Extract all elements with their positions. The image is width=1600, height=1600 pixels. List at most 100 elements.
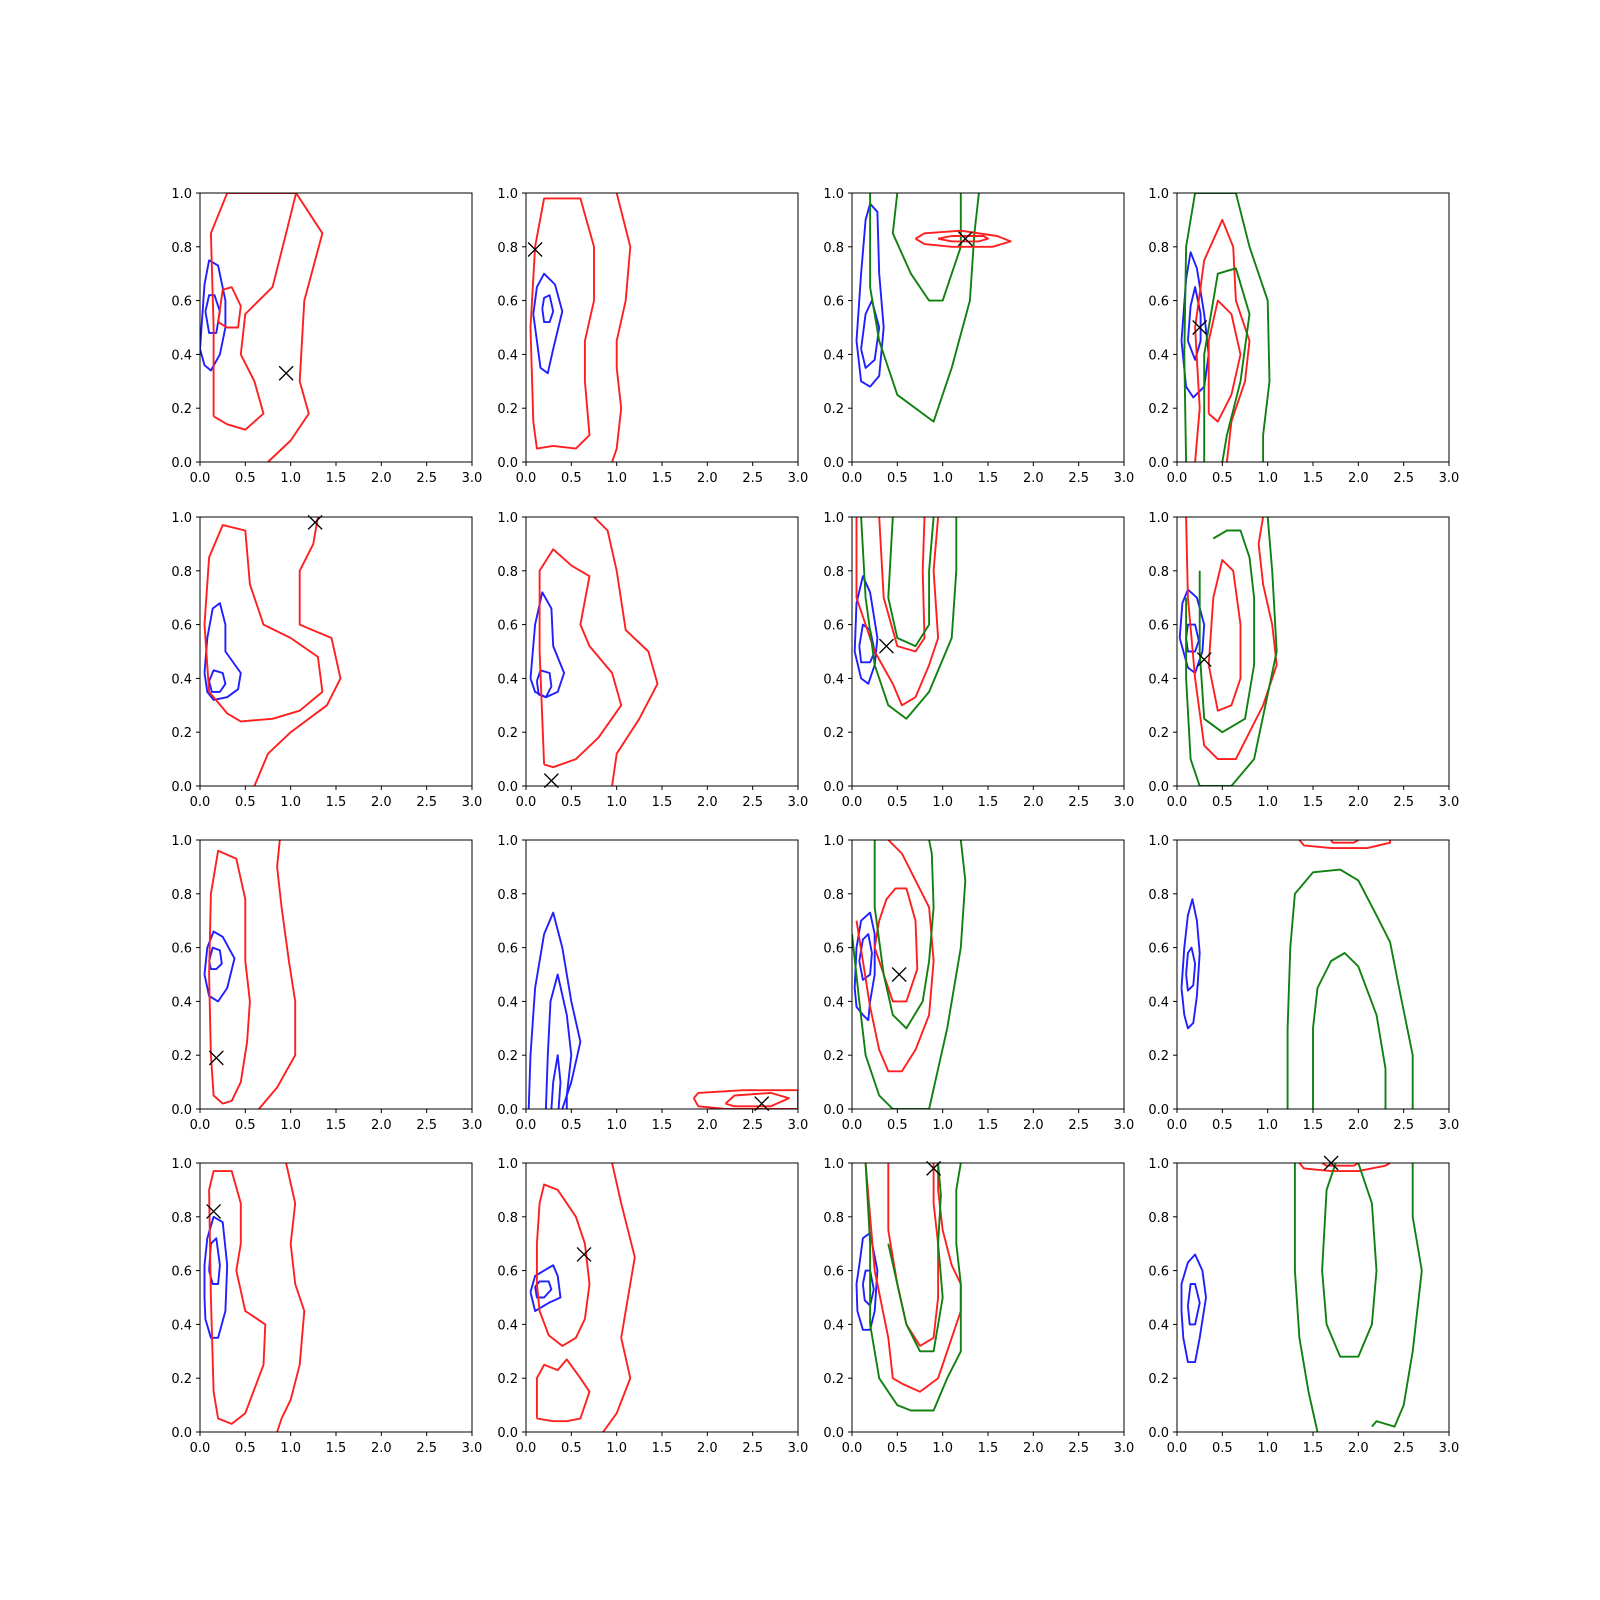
plot-area [855,1163,962,1412]
y-tick-label: 0.0 [823,780,844,795]
y-tick-label: 0.0 [171,1103,192,1118]
x-tick-label: 2.0 [1348,1441,1369,1456]
axes-frame [851,516,1125,787]
y-tick-label: 1.0 [823,834,844,849]
y-tick-label: 0.8 [1148,565,1169,580]
red-contour-line [873,887,919,1003]
blue-contour-line [529,591,566,699]
y-tick-label: 1.0 [497,511,518,526]
green-contour-line [1183,193,1271,462]
x-marker [878,638,894,654]
x-tick-label: 2.0 [697,471,718,486]
red-contour-line [864,1163,962,1393]
x-tick-label: 1.0 [280,1118,301,1133]
x-tick-label: 1.0 [606,1441,627,1456]
red-contour-line [208,849,251,1105]
blue-contour-line [200,259,227,372]
x-marker [754,1096,770,1112]
x-tick-label: 0.5 [235,471,256,486]
red-contour-line [203,524,324,723]
y-tick-label: 1.0 [497,834,518,849]
plot-area [527,911,798,1109]
panel-3-1: 0.0 0.5 1.0 1.5 2.0 2.5 3.0 0.0 0.2 0.4 0.6 0.8 1.0 [171,834,482,1133]
y-tick-label: 0.2 [1148,726,1169,741]
x-tick-label: 2.5 [1068,795,1089,810]
red-contour-line [602,1163,636,1432]
y-tick-label: 1.0 [171,834,192,849]
axes-frame [1176,516,1450,787]
x-tick-label: 1.5 [652,1441,673,1456]
x-tick-label: 1.0 [280,1441,301,1456]
x-tick-label: 1.5 [652,795,673,810]
y-tick-label: 0.4 [823,995,844,1010]
y-tick-label: 0.4 [171,672,192,687]
x-tick-label: 3.0 [1439,795,1460,810]
y-tick-label: 0.6 [1148,619,1169,634]
y-tick-label: 0.6 [823,1265,844,1280]
y-tick-label: 1.0 [1148,1157,1169,1172]
axes-frame [525,516,799,787]
y-tick-label: 0.2 [497,1049,518,1064]
x-tick-label: 0.5 [561,795,582,810]
panel-grid: 0.0 0.5 1.0 1.5 2.0 2.5 3.00.00.20.40.60.81.00… [171,187,1459,1456]
blue-contour-line [527,911,582,1109]
x-tick-label: 2.0 [1023,471,1044,486]
x-tick-label: 0.5 [1212,1441,1233,1456]
x-tick-label: 0.5 [1212,795,1233,810]
x-tick-label: 0.0 [190,1118,211,1133]
y-tick-label: 1.0 [823,187,844,202]
y-tick-label: 0.0 [1148,780,1169,795]
panel-3-2: 0.0 0.5 1.0 1.5 2.0 2.5 3.0 0.0 0.2 0.4 0.6 0.8 1.0 [497,834,808,1133]
x-tick-label: 0.0 [1167,795,1188,810]
x-tick-label: 2.5 [742,795,763,810]
x-tick-label: 2.0 [697,1118,718,1133]
panel-2-1: 0.0 0.5 1.0 1.5 2.0 2.5 3.0 0.0 0.2 0.4 0.6 0.8 1.0 [171,511,482,810]
blue-contour-line [1178,588,1206,674]
panel-2-4: 0.0 0.5 1.0 1.5 2.0 2.5 3.0 0.0 0.2 0.4 0.6 0.8 1.0 [1148,511,1459,810]
y-tick-label: 0.0 [1148,1426,1169,1441]
green-contour-line [864,1163,962,1412]
x-marker [576,1247,592,1262]
blue-contour-line [860,299,881,369]
x-tick-label: 1.5 [326,1441,347,1456]
x-tick-label: 0.5 [561,1441,582,1456]
y-tick-label: 1.0 [171,1157,192,1172]
y-tick-label: 0.0 [497,456,518,471]
green-contour-line [1198,529,1256,734]
red-contour-line [1298,840,1392,850]
x-tick-label: 2.5 [1068,471,1089,486]
red-contour-line [611,193,632,462]
x-tick-label: 2.5 [1393,795,1414,810]
plot-area [1178,517,1278,786]
red-contour-line [276,1163,306,1432]
x-tick-label: 1.0 [1257,795,1278,810]
green-contour-line [869,193,980,423]
panel-2-2: 0.0 0.5 1.0 1.5 2.0 2.5 3.0 0.0 0.2 0.4 0.6 0.8 1.0 [497,511,808,810]
x-tick-label: 2.0 [1348,1118,1369,1133]
x-tick-label: 1.0 [932,795,953,810]
y-tick-label: 1.0 [497,1157,518,1172]
plot-area [529,1163,636,1432]
y-tick-label: 0.0 [823,456,844,471]
x-tick-label: 2.0 [697,1441,718,1456]
panel-3-3: 0.0 0.5 1.0 1.5 2.0 2.5 3.0 0.0 0.2 0.4 0.6 0.8 1.0 [823,834,1134,1133]
x-tick-label: 0.0 [1167,1118,1188,1133]
panel-1-1: 0.0 0.5 1.0 1.5 2.0 2.5 3.0 0.0 0.2 0.4 0.6 0.8 1.0 [171,187,482,486]
panel-4-4: 0.0 0.5 1.0 1.5 2.0 2.5 3.0 0.0 0.2 0.4 0.6 0.8 1.0 [1148,1155,1460,1456]
y-tick-label: 0.6 [823,942,844,957]
red-contour-line [1207,299,1242,423]
x-tick-label: 3.0 [1114,1118,1135,1133]
plot-area [529,193,632,462]
red-contour-line [878,517,926,653]
x-tick-label: 1.0 [606,1118,627,1133]
x-tick-label: 3.0 [462,1118,483,1133]
red-contour-line [724,1091,790,1108]
x-tick-label: 1.5 [1303,471,1324,486]
blue-contour-line [861,1269,875,1307]
x-tick-label: 3.0 [788,795,809,810]
x-tick-label: 0.5 [1212,1118,1233,1133]
panel-4-3: 0.0 0.5 1.0 1.5 2.0 2.5 3.0 0.0 0.2 0.4 0.6 0.8 1.0 [823,1157,1134,1456]
y-tick-label: 0.0 [823,1426,844,1441]
x-tick-label: 3.0 [1439,1441,1460,1456]
y-tick-label: 0.4 [823,672,844,687]
